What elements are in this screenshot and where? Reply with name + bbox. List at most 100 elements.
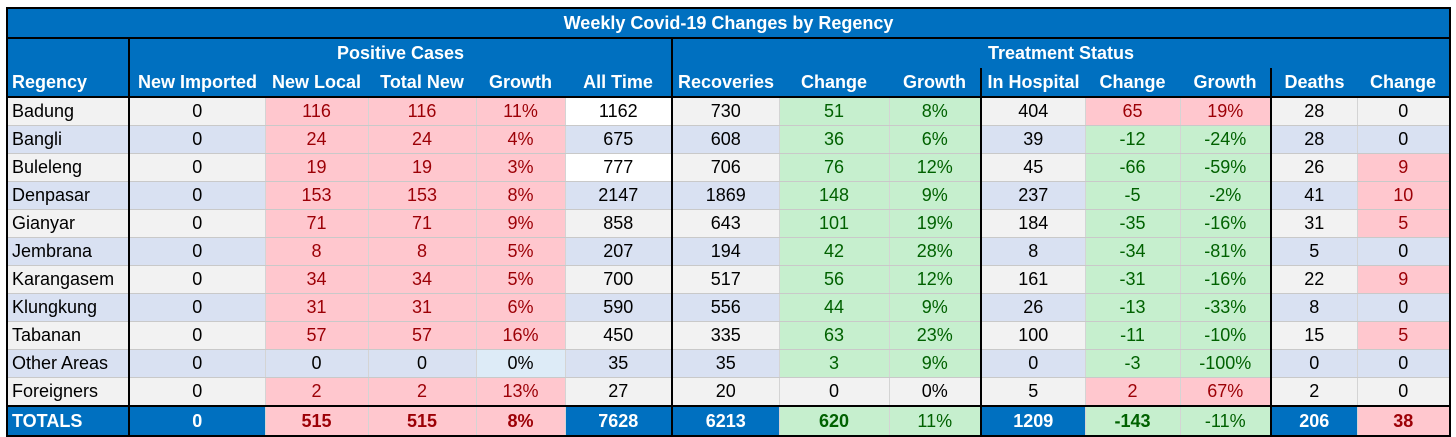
recoveries-cell: 556 <box>671 293 780 322</box>
total-new-cell: 153 <box>368 181 477 210</box>
recoveries-change-cell: 56 <box>779 265 890 294</box>
regency-cell: Foreigners <box>7 377 130 407</box>
deaths-cell: 5 <box>1271 237 1358 266</box>
recoveries-growth-cell: 12% <box>889 153 982 182</box>
table-row: Buleleng 0 19 19 3% 777 706 76 12% 45 -6… <box>7 153 1451 182</box>
covid-table: Weekly Covid-19 Changes by Regency Posit… <box>5 7 1452 437</box>
hospital-change-cell: -11 <box>1085 321 1181 350</box>
growth-cell: 16% <box>476 321 566 350</box>
in-hospital-cell: 237 <box>981 181 1086 210</box>
recoveries-cell: 706 <box>671 153 780 182</box>
hospital-growth-cell: -33% <box>1180 293 1272 322</box>
new-imported-cell: 0 <box>129 265 266 294</box>
in-hospital-cell: 39 <box>981 125 1086 154</box>
new-imported-cell: 0 <box>129 181 266 210</box>
new-local-cell: 116 <box>265 97 369 126</box>
all-time-cell: 27 <box>565 377 673 407</box>
totals-all-time: 7628 <box>565 405 673 437</box>
col-header-total-new: Total New <box>368 68 476 98</box>
regency-cell: Other Areas <box>7 349 130 378</box>
col-header-deaths-change: Change <box>1357 68 1451 98</box>
regency-cell: Karangasem <box>7 265 130 294</box>
recoveries-cell: 643 <box>671 209 780 238</box>
new-local-cell: 19 <box>265 153 369 182</box>
regency-cell: Buleleng <box>7 153 130 182</box>
hospital-change-cell: -13 <box>1085 293 1181 322</box>
regency-group-spacer <box>6 37 130 68</box>
all-time-cell: 35 <box>565 349 673 378</box>
total-new-cell: 8 <box>368 237 477 266</box>
deaths-cell: 22 <box>1271 265 1358 294</box>
in-hospital-cell: 5 <box>981 377 1086 407</box>
col-header-recoveries-change: Change <box>779 68 889 98</box>
hospital-growth-cell: 19% <box>1180 97 1272 126</box>
hospital-change-cell: -5 <box>1085 181 1181 210</box>
recoveries-change-cell: 3 <box>779 349 890 378</box>
new-imported-cell: 0 <box>129 237 266 266</box>
totals-deaths: 206 <box>1271 405 1358 437</box>
deaths-cell: 41 <box>1271 181 1358 210</box>
totals-recoveries: 6213 <box>671 405 780 437</box>
all-time-cell: 700 <box>565 265 673 294</box>
regency-cell: Badung <box>7 97 130 126</box>
table-row: Klungkung 0 31 31 6% 590 556 44 9% 26 -1… <box>7 293 1451 322</box>
in-hospital-cell: 45 <box>981 153 1086 182</box>
totals-new-imported: 0 <box>129 405 266 437</box>
new-imported-cell: 0 <box>129 377 266 407</box>
recoveries-cell: 608 <box>671 125 780 154</box>
deaths-change-cell: 0 <box>1357 97 1451 126</box>
all-time-cell: 675 <box>565 125 673 154</box>
in-hospital-cell: 26 <box>981 293 1086 322</box>
deaths-change-cell: 9 <box>1357 265 1451 294</box>
new-imported-cell: 0 <box>129 349 266 378</box>
recoveries-change-cell: 36 <box>779 125 890 154</box>
new-imported-cell: 0 <box>129 209 266 238</box>
regency-cell: Denpasar <box>7 181 130 210</box>
col-header-recoveries-growth: Growth <box>889 68 982 98</box>
growth-cell: 5% <box>476 265 566 294</box>
new-local-cell: 2 <box>265 377 369 407</box>
table-row: Foreigners 0 2 2 13% 27 20 0 0% 5 2 67% … <box>7 377 1451 407</box>
col-header-in-hospital: In Hospital <box>981 68 1085 98</box>
treatment-status-header: Treatment Status <box>670 37 1452 68</box>
total-new-cell: 19 <box>368 153 477 182</box>
totals-new-local: 515 <box>265 405 369 437</box>
totals-deaths-change: 38 <box>1357 405 1451 437</box>
all-time-cell: 207 <box>565 237 673 266</box>
deaths-cell: 28 <box>1271 97 1358 126</box>
recoveries-growth-cell: 8% <box>889 97 982 126</box>
table-row: Other Areas 0 0 0 0% 35 35 3 9% 0 -3 -10… <box>7 349 1451 378</box>
in-hospital-cell: 404 <box>981 97 1086 126</box>
deaths-change-cell: 10 <box>1357 181 1451 210</box>
total-new-cell: 31 <box>368 293 477 322</box>
new-local-cell: 57 <box>265 321 369 350</box>
regency-cell: Klungkung <box>7 293 130 322</box>
totals-row: TOTALS 0 515 515 8% 7628 6213 620 11% 12… <box>7 405 1451 437</box>
new-local-cell: 71 <box>265 209 369 238</box>
hospital-change-cell: 65 <box>1085 97 1181 126</box>
new-local-cell: 8 <box>265 237 369 266</box>
new-imported-cell: 0 <box>129 125 266 154</box>
recoveries-cell: 194 <box>671 237 780 266</box>
recoveries-change-cell: 101 <box>779 209 890 238</box>
positive-cases-header: Positive Cases <box>128 37 673 68</box>
recoveries-cell: 335 <box>671 321 780 350</box>
total-new-cell: 0 <box>368 349 477 378</box>
hospital-change-cell: -12 <box>1085 125 1181 154</box>
totals-recoveries-change: 620 <box>779 405 890 437</box>
deaths-change-cell: 0 <box>1357 237 1451 266</box>
col-header-hospital-growth: Growth <box>1180 68 1272 98</box>
in-hospital-cell: 161 <box>981 265 1086 294</box>
table-row: Denpasar 0 153 153 8% 2147 1869 148 9% 2… <box>7 181 1451 210</box>
table-title: Weekly Covid-19 Changes by Regency <box>5 7 1452 39</box>
hospital-change-cell: -34 <box>1085 237 1181 266</box>
regency-cell: Tabanan <box>7 321 130 350</box>
recoveries-growth-cell: 23% <box>889 321 982 350</box>
total-new-cell: 116 <box>368 97 477 126</box>
deaths-change-cell: 0 <box>1357 125 1451 154</box>
growth-cell: 3% <box>476 153 566 182</box>
recoveries-change-cell: 63 <box>779 321 890 350</box>
deaths-cell: 8 <box>1271 293 1358 322</box>
recoveries-cell: 35 <box>671 349 780 378</box>
recoveries-cell: 20 <box>671 377 780 407</box>
